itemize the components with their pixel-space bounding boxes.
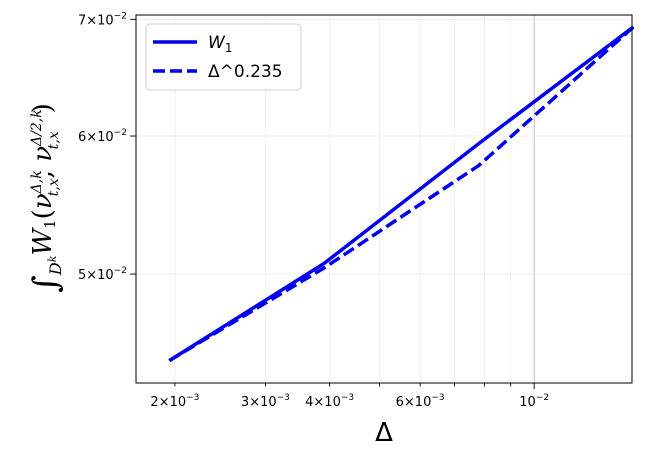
series-line-w1 [168, 25, 635, 363]
y-ticks: 5×10−2 6×10−2 7×10−2 [78, 11, 136, 283]
y-tick-label: 7×10−2 [78, 11, 127, 28]
x-tick-label: 4×10−3 [305, 393, 354, 410]
x-axis-label: Δ [375, 418, 393, 448]
legend-label-delta: Δ^0.235 [208, 62, 283, 82]
y-tick-label: 6×10−2 [78, 128, 127, 145]
plot-frame [135, 14, 633, 384]
x-tick-label: 6×10−3 [396, 393, 445, 410]
y-tick-label: 5×10−2 [78, 266, 127, 283]
svg-text:∫DkW1(νΔ,kt,x, νΔ/2,kt,x): ∫DkW1(νΔ,kt,x, νΔ/2,kt,x) [26, 103, 66, 293]
legend: W1 Δ^0.235 [145, 23, 302, 91]
legend-label-w1: W1 [208, 33, 232, 55]
series-line-delta-power [168, 25, 635, 363]
x-tick-label: 2×10−3 [150, 393, 199, 410]
x-tick-label: 3×10−3 [241, 393, 290, 410]
series-group [168, 25, 635, 363]
y-axis-label: ∫DkW1(νΔ,kt,x, νΔ/2,kt,x) [26, 103, 66, 293]
x-tick-label: 10−2 [519, 393, 549, 410]
x-ticks: 2×10−3 3×10−3 4×10−3 6×10−3 10−2 [150, 383, 549, 410]
